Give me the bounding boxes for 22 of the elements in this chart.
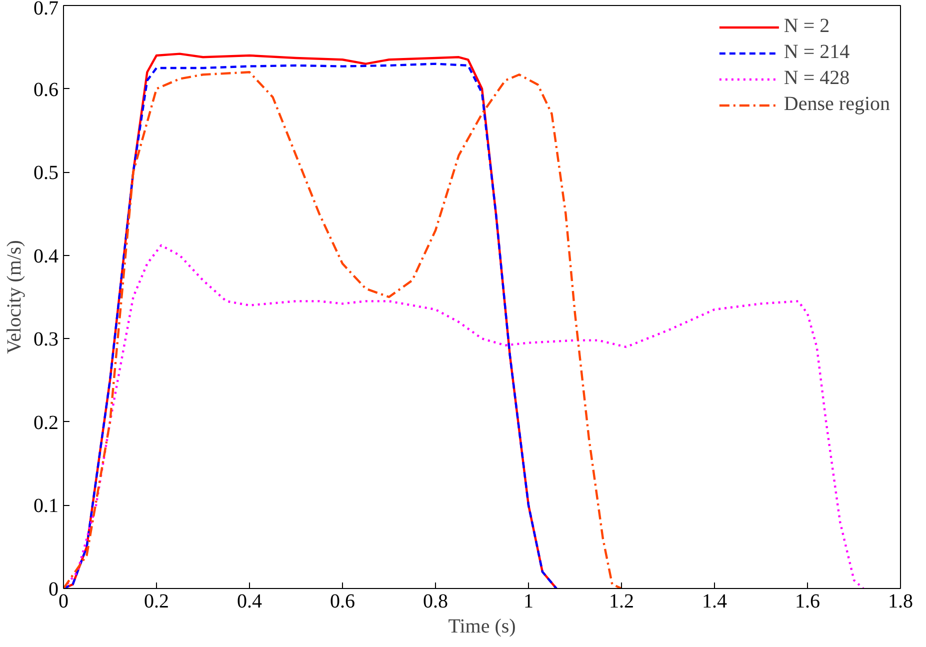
y-tick-label: 0.4: [34, 245, 58, 268]
x-tick-label: 0.2: [144, 590, 169, 612]
legend-label: N = 428: [784, 67, 850, 90]
legend-label: Dense region: [784, 93, 890, 116]
x-tick-label: 1.4: [702, 590, 727, 612]
x-tick-label: 0.4: [237, 590, 262, 612]
x-tick-label: 0.6: [330, 590, 355, 612]
y-axis-title: Velocity (m/s): [4, 240, 26, 354]
y-tick-label: 0.6: [34, 78, 58, 101]
y-tick-label: 0.7: [34, 0, 58, 20]
x-tick-label: 1: [524, 590, 534, 612]
x-tick-label: 1.2: [609, 590, 634, 612]
x-axis-title: Time (s): [448, 616, 516, 638]
x-tick-label: 1.6: [795, 590, 820, 612]
y-tick-label: 0.1: [34, 495, 58, 518]
y-tick-label: 0.5: [34, 162, 58, 184]
legend-label: N = 214: [784, 41, 850, 64]
y-tick-label: 0.2: [34, 412, 58, 434]
x-tick-label: 0.8: [423, 590, 448, 612]
x-tick-label: 1.8: [888, 590, 913, 612]
y-tick-label: 0.3: [34, 328, 58, 351]
legend-label: N = 2: [784, 15, 830, 38]
